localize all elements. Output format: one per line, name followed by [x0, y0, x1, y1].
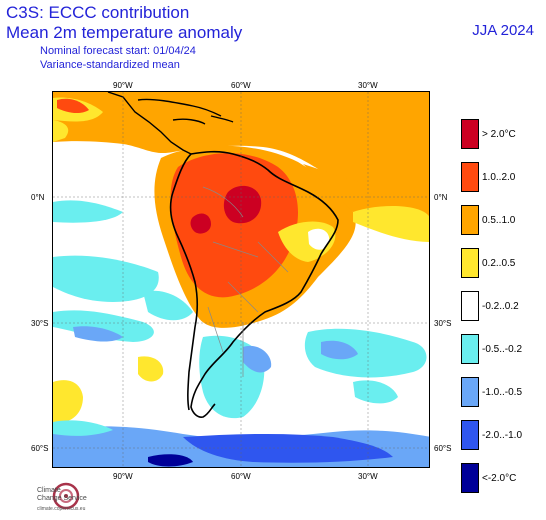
legend-swatch: [461, 291, 479, 321]
right-tick-0n: 0°N: [434, 193, 448, 202]
legend-label: -0.5..-0.2: [482, 344, 523, 355]
legend-label: <-2.0°C: [482, 473, 517, 484]
left-tick-0n: 0°N: [31, 193, 45, 202]
bottom-tick-30w: 30°W: [358, 472, 378, 481]
right-tick-30s: 30°S: [434, 319, 452, 328]
legend-label: -1.0..-0.5: [482, 387, 523, 398]
legend-label: 1.0..2.0: [482, 172, 516, 183]
legend-swatch: [461, 463, 479, 493]
left-tick-60s: 60°S: [31, 444, 49, 453]
top-tick-60w: 60°W: [231, 81, 251, 90]
bottom-tick-90w: 90°W: [113, 472, 133, 481]
legend-label: -0.2..0.2: [482, 301, 519, 312]
right-tick-60s: 60°S: [434, 444, 452, 453]
legend-item: 0.5..1.0: [461, 205, 541, 235]
legend-swatch: [461, 205, 479, 235]
legend-item: <-2.0°C: [461, 463, 541, 493]
climate-change-service-logo-icon: [52, 482, 80, 510]
legend-item: > 2.0°C: [461, 119, 541, 149]
variance-note: Variance-standardized mean: [40, 59, 180, 71]
top-tick-30w: 30°W: [358, 81, 378, 90]
anomaly-map: [52, 91, 430, 468]
legend-item: -0.5..-0.2: [461, 334, 541, 364]
legend-label: -2.0..-1.0: [482, 430, 523, 441]
legend-item: 0.2..0.5: [461, 248, 541, 278]
logo-line2: Change Service: [37, 495, 87, 502]
legend-item: -0.2..0.2: [461, 291, 541, 321]
season-label: JJA 2024: [472, 22, 534, 39]
legend-label: 0.2..0.5: [482, 258, 516, 269]
legend-swatch: [461, 377, 479, 407]
map-title: Mean 2m temperature anomaly: [6, 23, 243, 42]
left-tick-30s: 30°S: [31, 319, 49, 328]
top-tick-90w: 90°W: [113, 81, 133, 90]
logo-line1: Climate: [37, 487, 61, 494]
legend-item: 1.0..2.0: [461, 162, 541, 192]
legend-swatch: [461, 334, 479, 364]
legend-swatch: [461, 248, 479, 278]
bottom-tick-60w: 60°W: [231, 472, 251, 481]
title: C3S: ECCC contribution: [6, 3, 190, 22]
legend-label: > 2.0°C: [482, 129, 516, 140]
logo-url: climate.copernicus.eu: [37, 506, 86, 512]
legend-item: -2.0..-1.0: [461, 420, 541, 450]
legend-swatch: [461, 420, 479, 450]
forecast-start: Nominal forecast start: 01/04/24: [40, 45, 196, 57]
legend-swatch: [461, 119, 479, 149]
legend-item: -1.0..-0.5: [461, 377, 541, 407]
legend-label: 0.5..1.0: [482, 215, 516, 226]
legend-swatch: [461, 162, 479, 192]
